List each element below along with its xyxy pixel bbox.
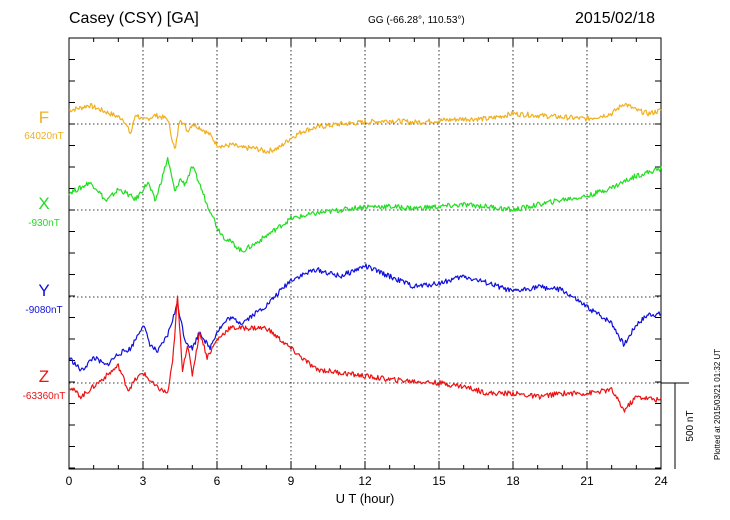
channel-name-x: X bbox=[38, 194, 50, 213]
series-line-y bbox=[68, 263, 662, 372]
series-line-x bbox=[68, 157, 662, 253]
channel-name-f: F bbox=[38, 108, 50, 127]
x-tick-label-12: 12 bbox=[358, 474, 372, 488]
channel-baseline-z: -63360nT bbox=[22, 391, 66, 402]
channel-baseline-y: -9080nT bbox=[25, 305, 63, 316]
date-label: 2015/02/18 bbox=[575, 10, 656, 27]
series-line-z bbox=[68, 295, 662, 413]
x-tick-label-15: 15 bbox=[432, 474, 446, 488]
channel-baseline-f: 64020nT bbox=[24, 131, 64, 142]
x-tick-label-24: 24 bbox=[654, 474, 668, 488]
x-tick-label-18: 18 bbox=[506, 474, 520, 488]
x-tick-label-21: 21 bbox=[580, 474, 594, 488]
scale-bar-label: 500 nT bbox=[685, 410, 696, 441]
coordinates-label: GG (-66.28°, 110.53°) bbox=[368, 15, 465, 26]
series-line-f bbox=[68, 102, 662, 154]
x-axis-label: U T (hour) bbox=[336, 491, 395, 506]
channel-name-y: Y bbox=[38, 281, 50, 300]
x-tick-label-6: 6 bbox=[214, 474, 221, 488]
channel-baseline-x: -930nT bbox=[28, 218, 60, 229]
x-tick-label-9: 9 bbox=[288, 474, 295, 488]
channel-name-z: Z bbox=[38, 367, 50, 386]
scale-bar: 500 nT bbox=[661, 382, 696, 469]
station-title: Casey (CSY) [GA] bbox=[69, 10, 199, 27]
x-tick-label-3: 3 bbox=[140, 474, 147, 488]
x-tick-label-0: 0 bbox=[66, 474, 73, 488]
